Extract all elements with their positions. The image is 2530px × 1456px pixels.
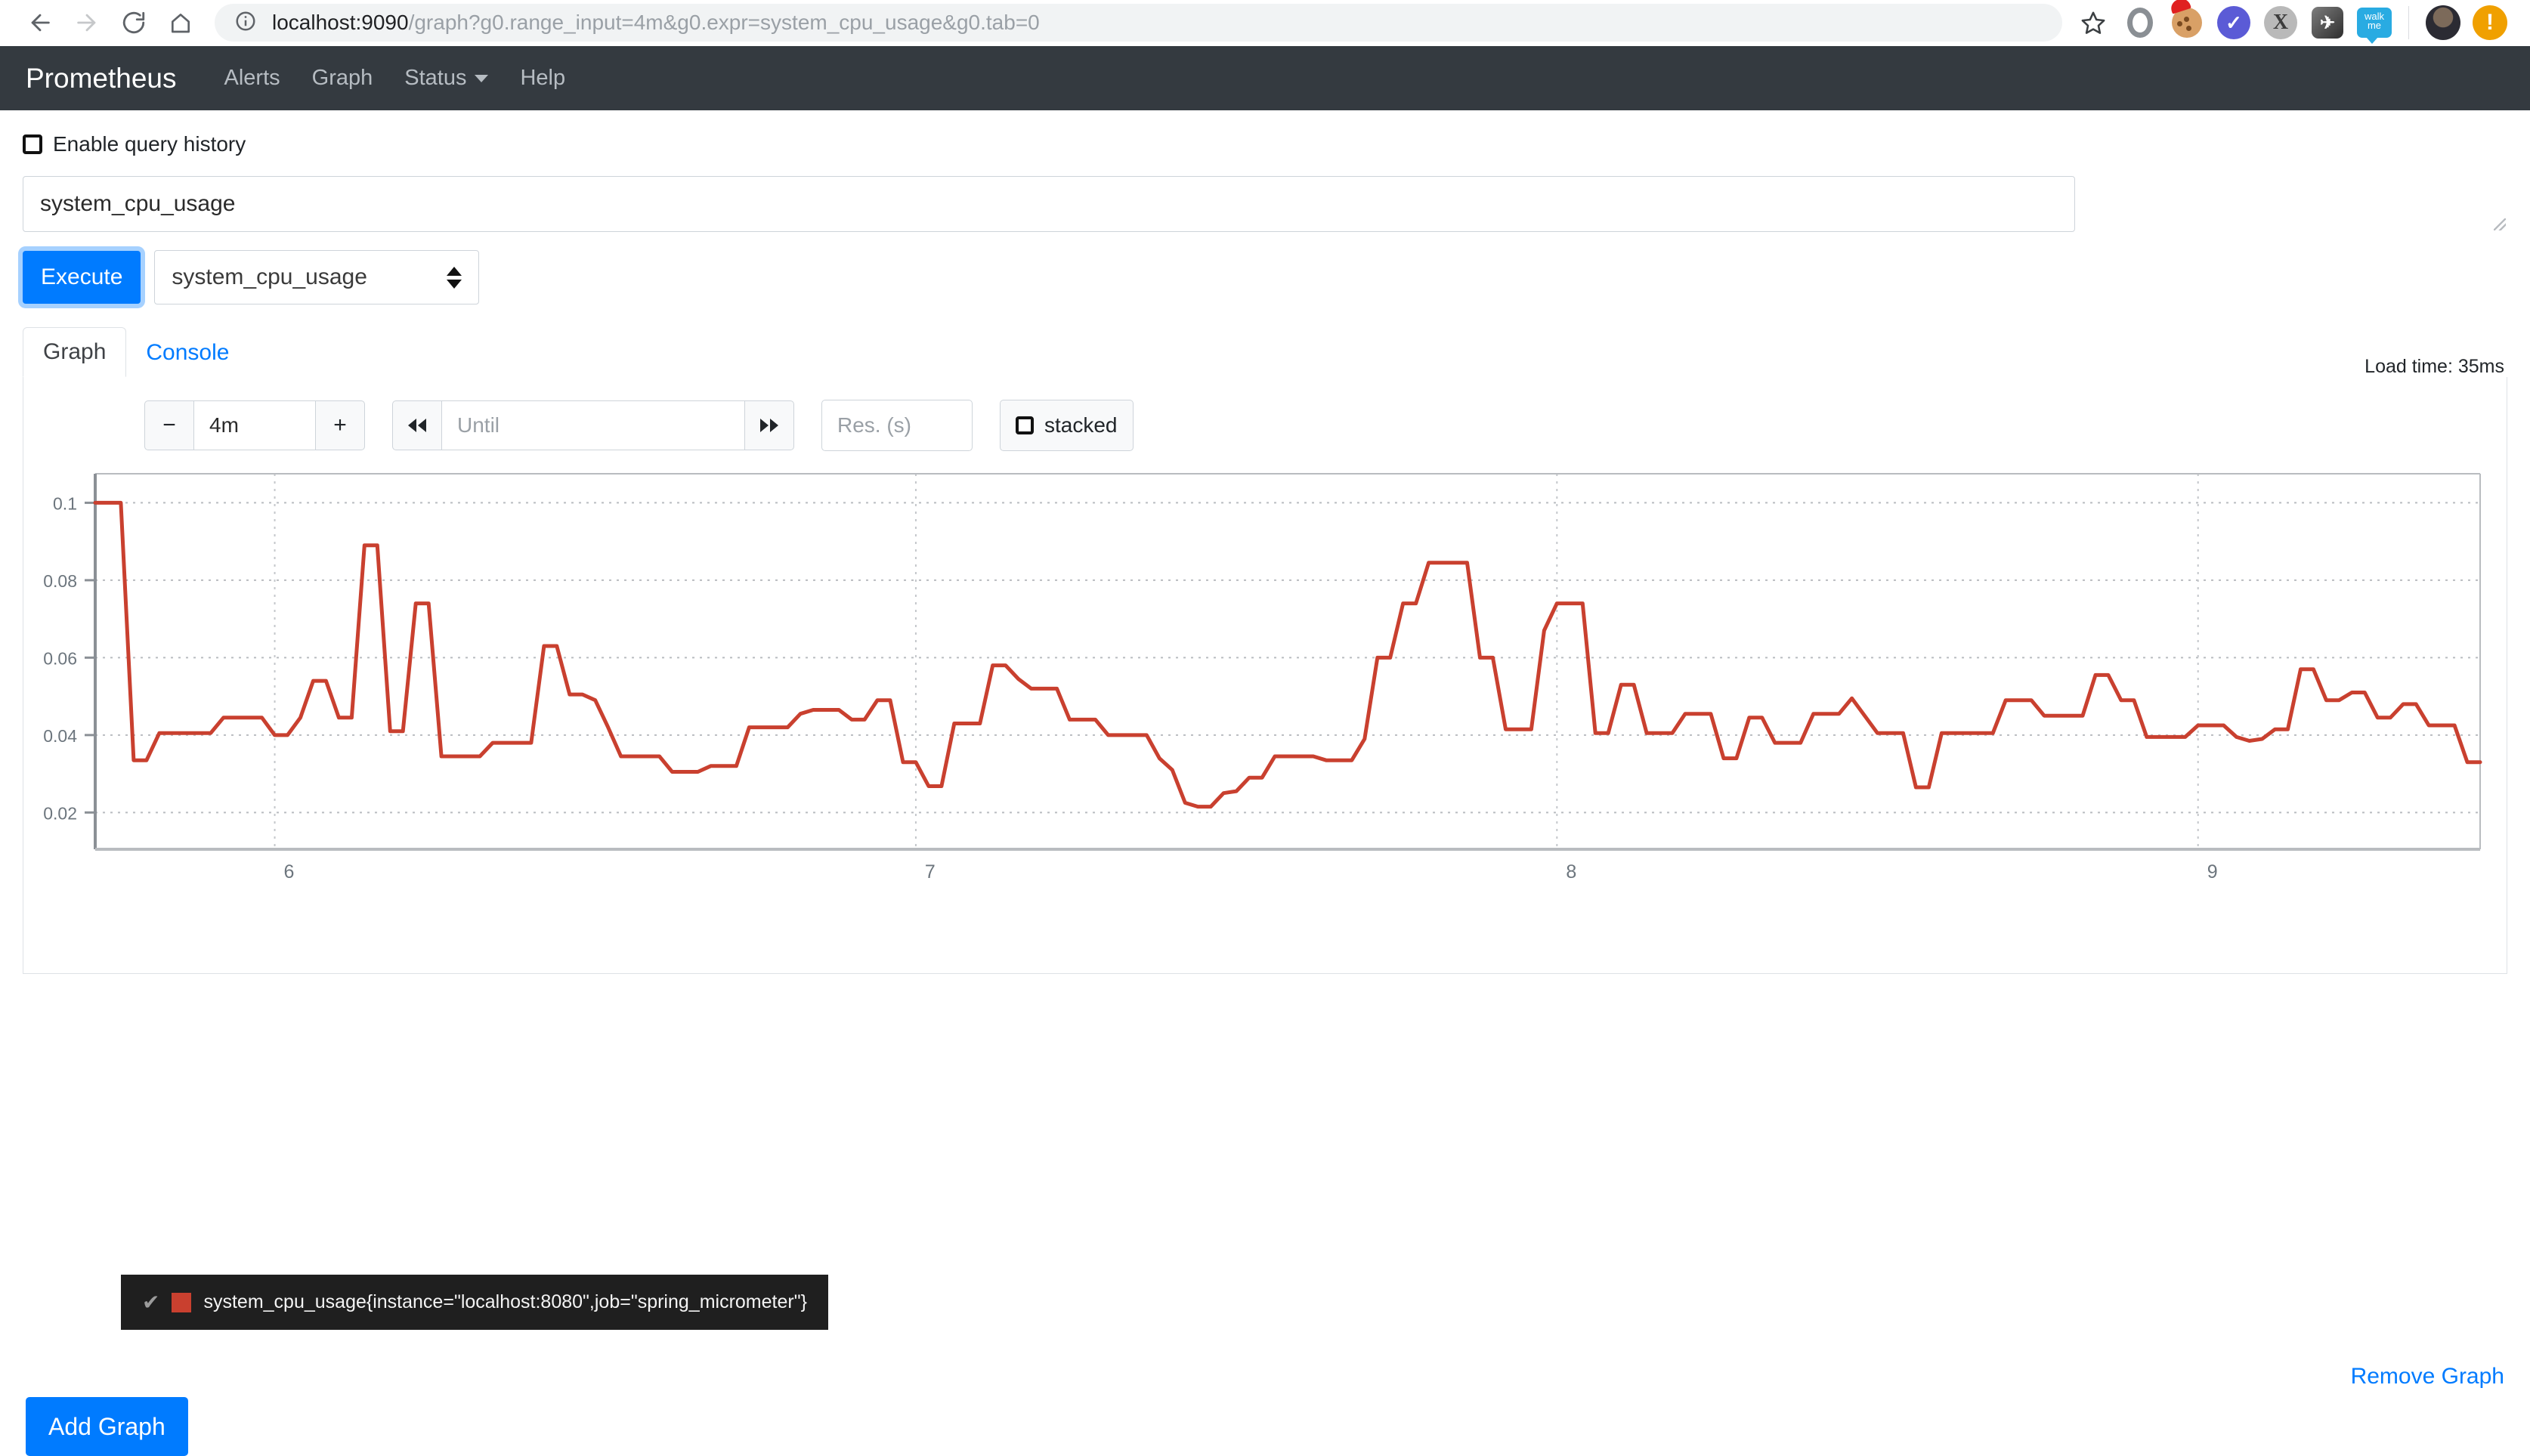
enable-query-history-label: Enable query history <box>53 132 246 156</box>
svg-text:6: 6 <box>284 861 295 883</box>
add-graph-button[interactable]: Add Graph <box>26 1397 188 1456</box>
expression-wrapper: system_cpu_usage <box>23 176 2507 232</box>
cpu-usage-line-chart[interactable]: 0.02 0.04 0.06 0.08 0.1 6 7 8 9 <box>23 468 2505 891</box>
nav-link-status-label: Status <box>404 66 467 90</box>
resolution-input[interactable]: Res. (s) <box>821 400 973 451</box>
chart-legend[interactable]: ✔ system_cpu_usage{instance="localhost:8… <box>121 1275 828 1330</box>
url-path: /graph?g0.range_input=4m&g0.expr=system_… <box>408 11 1040 34</box>
svg-text:0.06: 0.06 <box>43 648 77 668</box>
rewind-button[interactable] <box>392 400 442 450</box>
prometheus-navbar: Prometheus Alerts Graph Status Help <box>0 46 2530 110</box>
legend-check-icon[interactable]: ✔ <box>142 1290 160 1314</box>
load-time: Load time: 35ms <box>2365 356 2504 377</box>
svg-text:0.08: 0.08 <box>43 571 77 591</box>
graph-panel: − 4m + Until Res. (s) stacked 0.02 0.04 0. <box>23 377 2507 974</box>
alert-icon[interactable]: ! <box>2467 0 2513 46</box>
range-control: − 4m + <box>144 400 365 450</box>
legend-series-label: system_cpu_usage{instance="localhost:808… <box>203 1291 807 1312</box>
time-control: Until <box>392 400 794 450</box>
stacked-checkbox[interactable] <box>1016 416 1034 434</box>
execute-row: Execute system_cpu_usage <box>23 250 2507 304</box>
nav-link-alerts[interactable]: Alerts <box>224 66 280 90</box>
range-increase-button[interactable]: + <box>315 400 365 450</box>
site-info-icon[interactable] <box>234 10 257 36</box>
metric-select-value: system_cpu_usage <box>172 264 367 289</box>
page-body: Enable query history system_cpu_usage Lo… <box>0 132 2530 1456</box>
walkme-icon[interactable]: walk me <box>2351 0 2398 46</box>
tab-console[interactable]: Console <box>146 340 230 365</box>
range-decrease-button[interactable]: − <box>144 400 194 450</box>
check-shield-icon[interactable]: ✓ <box>2210 0 2257 46</box>
nav-link-help[interactable]: Help <box>520 66 566 90</box>
nav-link-graph[interactable]: Graph <box>311 66 373 90</box>
enable-query-history-checkbox[interactable] <box>23 134 42 154</box>
brand-title[interactable]: Prometheus <box>26 62 177 94</box>
reload-icon[interactable] <box>110 0 157 46</box>
url-host: localhost:9090 <box>272 11 409 34</box>
url-text: localhost:9090/graph?g0.range_input=4m&g… <box>272 11 1040 35</box>
graph-controls: − 4m + Until Res. (s) stacked <box>23 377 2507 451</box>
tab-graph[interactable]: Graph <box>23 327 127 377</box>
x-icon[interactable]: X <box>2257 0 2304 46</box>
svg-text:8: 8 <box>1566 861 1576 883</box>
toolbar-divider <box>2408 6 2409 39</box>
browser-toolbar: localhost:9090/graph?g0.range_input=4m&g… <box>0 0 2530 46</box>
svg-text:0.1: 0.1 <box>53 493 77 513</box>
metric-select[interactable]: system_cpu_usage <box>154 250 480 304</box>
browser-extensions: ✓ X ✈ walk me ! <box>2070 0 2513 46</box>
expression-input[interactable]: system_cpu_usage <box>23 176 2075 232</box>
execute-button[interactable]: Execute <box>23 251 141 304</box>
avatar[interactable] <box>2420 0 2467 46</box>
stacked-toggle[interactable]: stacked <box>1000 400 1134 451</box>
svg-text:7: 7 <box>925 861 936 883</box>
chart-area: 0.02 0.04 0.06 0.08 0.1 6 7 8 9 <box>23 468 2507 891</box>
nav-link-status[interactable]: Status <box>388 66 504 91</box>
forward-arrow-icon[interactable] <box>63 0 110 46</box>
chevron-updown-icon <box>447 266 462 289</box>
remove-graph-link[interactable]: Remove Graph <box>2350 1364 2504 1389</box>
svg-text:0.04: 0.04 <box>43 726 77 746</box>
resize-handle-icon[interactable] <box>2494 218 2506 230</box>
stacked-label: stacked <box>1044 413 1118 437</box>
svg-text:9: 9 <box>2207 861 2218 883</box>
back-arrow-icon[interactable] <box>17 0 63 46</box>
chevron-down-icon <box>475 75 489 83</box>
dark-reader-icon[interactable]: ✈ <box>2304 0 2351 46</box>
address-bar[interactable]: localhost:9090/graph?g0.range_input=4m&g… <box>215 4 2062 42</box>
forward-button[interactable] <box>744 400 794 450</box>
opera-icon[interactable] <box>2117 0 2163 46</box>
svg-text:0.02: 0.02 <box>43 803 77 823</box>
view-tabs: Graph Console <box>23 327 2507 377</box>
cookie-icon[interactable] <box>2163 0 2210 46</box>
until-input[interactable]: Until <box>442 400 744 450</box>
home-icon[interactable] <box>157 0 204 46</box>
query-history-row: Enable query history <box>23 132 2507 156</box>
legend-color-swatch <box>172 1292 192 1312</box>
star-icon[interactable] <box>2070 0 2117 46</box>
range-input[interactable]: 4m <box>194 400 315 450</box>
